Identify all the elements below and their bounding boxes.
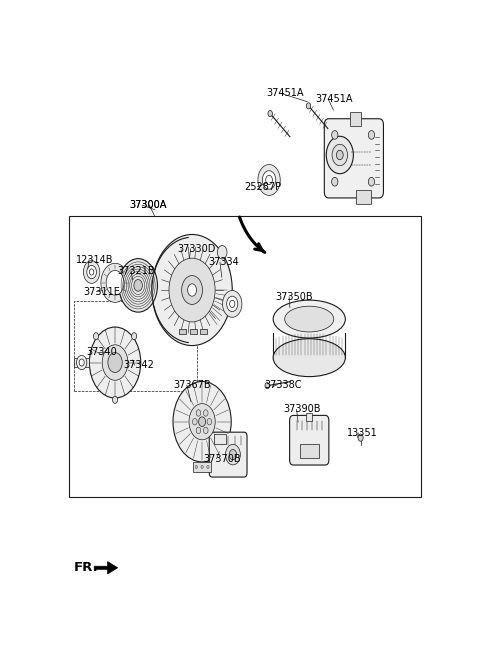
Text: 37340: 37340	[87, 347, 118, 357]
Circle shape	[226, 444, 240, 465]
Ellipse shape	[285, 306, 334, 332]
Circle shape	[76, 355, 87, 369]
Circle shape	[152, 234, 232, 345]
Circle shape	[199, 417, 205, 427]
Circle shape	[332, 178, 338, 186]
Circle shape	[207, 466, 209, 468]
Circle shape	[195, 466, 197, 468]
Ellipse shape	[273, 300, 345, 338]
Circle shape	[189, 403, 215, 440]
FancyBboxPatch shape	[289, 415, 329, 465]
Text: FR.: FR.	[74, 561, 99, 574]
Bar	[350, 112, 361, 126]
Circle shape	[368, 178, 374, 186]
Bar	[74, 358, 89, 367]
Circle shape	[196, 427, 201, 434]
Circle shape	[102, 345, 128, 380]
Circle shape	[101, 263, 129, 303]
FancyBboxPatch shape	[324, 119, 384, 198]
Bar	[200, 329, 207, 334]
Circle shape	[201, 466, 203, 468]
Text: 37350B: 37350B	[276, 292, 313, 302]
Circle shape	[169, 258, 215, 322]
Text: 37338C: 37338C	[264, 379, 301, 389]
Circle shape	[94, 333, 98, 340]
Circle shape	[368, 130, 374, 140]
Circle shape	[132, 333, 137, 340]
Circle shape	[181, 276, 203, 305]
Circle shape	[204, 427, 208, 434]
Circle shape	[89, 327, 141, 398]
FancyBboxPatch shape	[209, 432, 247, 477]
Circle shape	[119, 259, 157, 312]
Circle shape	[223, 291, 242, 317]
Circle shape	[258, 164, 280, 195]
Polygon shape	[94, 562, 118, 574]
Text: 37367B: 37367B	[173, 380, 211, 390]
Circle shape	[84, 261, 100, 283]
Text: 25287P: 25287P	[244, 182, 281, 192]
Circle shape	[192, 418, 197, 425]
Circle shape	[79, 359, 84, 366]
Circle shape	[266, 175, 273, 184]
Bar	[74, 301, 197, 391]
Text: 37390B: 37390B	[283, 404, 321, 414]
Circle shape	[229, 301, 235, 307]
Text: 37451A: 37451A	[315, 94, 352, 104]
Circle shape	[229, 450, 237, 460]
Ellipse shape	[273, 339, 345, 377]
Text: 37334: 37334	[209, 257, 240, 267]
Bar	[306, 413, 312, 422]
Circle shape	[336, 150, 343, 160]
Circle shape	[332, 144, 348, 166]
Text: 37342: 37342	[123, 360, 154, 370]
Circle shape	[217, 246, 227, 259]
Bar	[193, 462, 211, 472]
Circle shape	[358, 434, 363, 442]
Circle shape	[263, 171, 276, 189]
Circle shape	[227, 296, 238, 311]
Circle shape	[89, 269, 94, 275]
Circle shape	[326, 136, 353, 174]
Circle shape	[106, 271, 124, 295]
Circle shape	[204, 409, 208, 416]
Circle shape	[134, 279, 143, 291]
Text: 12314B: 12314B	[76, 255, 113, 265]
Circle shape	[332, 130, 338, 140]
Circle shape	[173, 381, 231, 462]
Circle shape	[196, 409, 201, 416]
Circle shape	[207, 418, 212, 425]
Bar	[300, 444, 319, 458]
Text: 37300A: 37300A	[129, 200, 166, 210]
Bar	[356, 190, 372, 204]
Circle shape	[87, 265, 96, 279]
Bar	[214, 434, 226, 444]
Text: 37330D: 37330D	[177, 244, 216, 254]
Text: 37451A: 37451A	[266, 88, 304, 98]
Text: 37370B: 37370B	[203, 454, 241, 464]
Bar	[69, 216, 421, 497]
Circle shape	[112, 396, 118, 403]
Bar	[190, 329, 196, 334]
Circle shape	[265, 383, 269, 389]
Circle shape	[188, 284, 196, 296]
Text: 37321B: 37321B	[118, 266, 156, 276]
Text: 37300A: 37300A	[129, 200, 166, 210]
Bar	[180, 329, 186, 334]
Circle shape	[306, 103, 311, 109]
Circle shape	[108, 353, 122, 373]
Text: 13351: 13351	[347, 428, 378, 438]
Text: 37311E: 37311E	[83, 287, 120, 297]
Circle shape	[268, 110, 273, 117]
